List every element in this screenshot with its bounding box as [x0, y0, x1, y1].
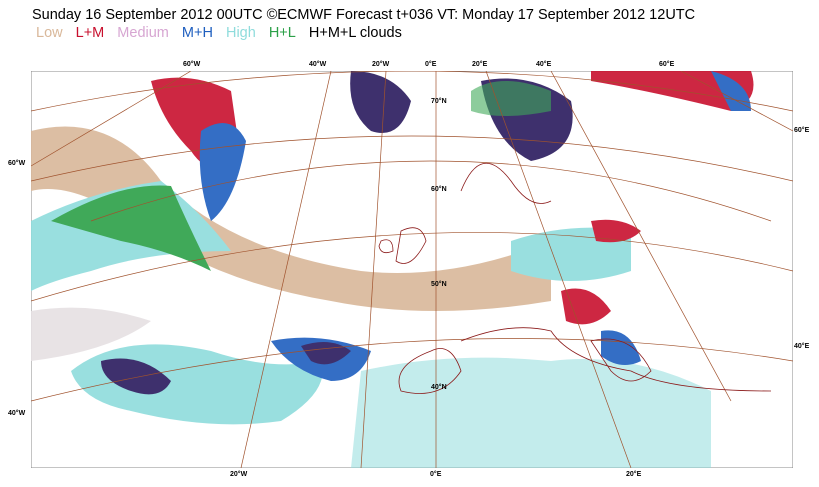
top-tick: 40°W	[309, 61, 327, 68]
bottom-tick: 20°E	[626, 471, 642, 478]
top-tick: 20°W	[372, 61, 390, 68]
coastlines	[378, 163, 772, 394]
top-tick: 60°E	[659, 61, 675, 68]
top-tick: 0°E	[425, 61, 437, 68]
bottom-tick: 0°E	[430, 471, 442, 478]
left-tick: 40°W	[8, 410, 26, 417]
map-title: Sunday 16 September 2012 00UTC ©ECMWF Fo…	[32, 7, 696, 23]
top-tick: 40°E	[536, 61, 552, 68]
cloud-cover-map: 70°N 60°N 50°N 40°N	[31, 71, 793, 468]
legend-medium: Medium	[117, 25, 169, 41]
legend-all-clouds: H+M+L clouds	[308, 25, 402, 41]
lat-label: 50°N	[431, 280, 447, 288]
lat-label: 40°N	[431, 383, 447, 391]
right-tick: 40°E	[794, 343, 810, 350]
graticule	[31, 71, 793, 468]
lat-label: 70°N	[431, 97, 447, 105]
lat-label: 60°N	[431, 185, 447, 193]
legend-medium-high: M+H	[181, 25, 213, 41]
right-tick: 60°E	[794, 127, 810, 134]
legend-high: High	[225, 25, 256, 41]
legend-low: Low	[36, 25, 63, 41]
top-tick: 20°E	[472, 61, 488, 68]
left-tick: 60°W	[8, 160, 26, 167]
cloud-legend: Low L+M Medium M+H High H+L H+M+L clouds	[36, 25, 411, 41]
legend-high-low: H+L	[268, 25, 296, 41]
bottom-tick: 20°W	[230, 471, 248, 478]
top-tick: 60°W	[183, 61, 201, 68]
legend-low-medium: L+M	[75, 25, 105, 41]
